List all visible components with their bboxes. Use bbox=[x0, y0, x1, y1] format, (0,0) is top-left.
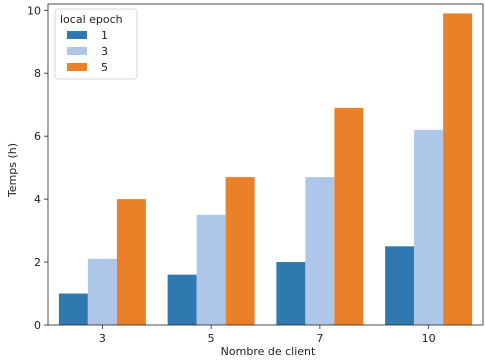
bar-epoch-5-clients-3 bbox=[116, 199, 146, 325]
x-tick-label: 5 bbox=[208, 332, 215, 345]
legend: local epoch 1 3 5 bbox=[54, 8, 138, 80]
y-tick-label: 2 bbox=[34, 256, 41, 269]
bar-epoch-1-clients-10 bbox=[385, 246, 415, 325]
x-tick-label: 10 bbox=[422, 332, 436, 345]
bar-epoch-3-clients-5 bbox=[196, 214, 226, 325]
legend-swatch-5 bbox=[67, 63, 87, 71]
legend-title: local epoch bbox=[60, 13, 123, 26]
y-axis-label: Temps (h) bbox=[6, 143, 19, 198]
legend-swatch-1 bbox=[67, 31, 87, 39]
bar-epoch-1-clients-3 bbox=[58, 293, 88, 325]
bar-epoch-1-clients-5 bbox=[167, 274, 197, 325]
bar-epoch-1-clients-7 bbox=[276, 262, 306, 325]
legend-box bbox=[54, 8, 138, 80]
bar-epoch-3-clients-10 bbox=[414, 129, 444, 325]
legend-label-5: 5 bbox=[101, 61, 108, 74]
bar-epoch-3-clients-7 bbox=[305, 177, 335, 325]
y-tick-label: 4 bbox=[34, 193, 41, 206]
legend-label-1: 1 bbox=[101, 29, 108, 42]
y-tick-label: 6 bbox=[34, 130, 41, 143]
bar-epoch-5-clients-7 bbox=[334, 107, 364, 326]
axes-group: 0 2 4 6 8 10 3 5 7 10 bbox=[27, 3, 484, 345]
y-tick-label: 8 bbox=[34, 67, 41, 80]
bars-group bbox=[58, 13, 473, 326]
y-tick-label: 10 bbox=[27, 4, 41, 17]
y-tick-label: 0 bbox=[34, 319, 41, 332]
plot-frame bbox=[47, 3, 484, 326]
bar-epoch-3-clients-3 bbox=[87, 258, 117, 325]
bar-epoch-5-clients-5 bbox=[225, 177, 255, 325]
legend-label-3: 3 bbox=[101, 45, 108, 58]
x-tick-label: 7 bbox=[316, 332, 323, 345]
x-axis-label: Nombre de client bbox=[221, 345, 316, 358]
legend-swatch-3 bbox=[67, 47, 87, 55]
x-tick-label: 3 bbox=[99, 332, 106, 345]
bar-epoch-5-clients-10 bbox=[443, 13, 473, 326]
